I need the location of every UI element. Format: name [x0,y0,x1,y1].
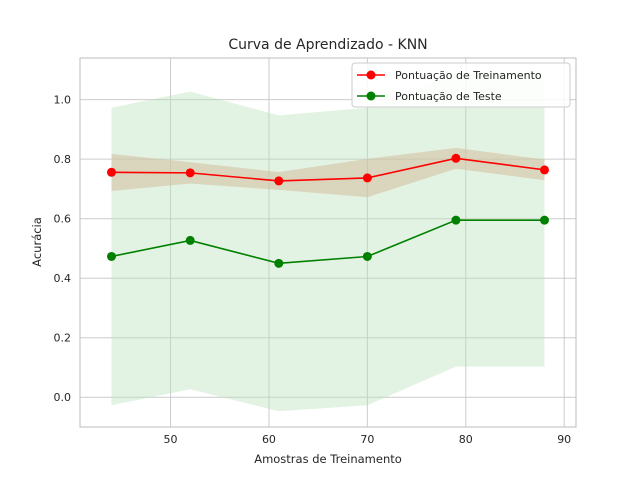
y-axis-label: Acurácia [30,217,44,267]
data-point-train [540,165,550,175]
x-tick-label: 70 [360,433,374,446]
y-tick-label: 0.0 [54,391,72,404]
data-point-test [106,251,116,261]
legend-marker-test [366,91,376,101]
legend: Pontuação de Treinamento Pontuação de Te… [351,62,571,108]
series-line-test [111,219,545,265]
band-test [111,73,545,412]
series-line-train [111,157,545,182]
x-tick-label: 80 [459,433,473,446]
data-point-train [451,153,461,163]
legend-box [351,62,571,108]
y-tick-label: 0.6 [54,213,72,226]
plot-frame [79,57,577,428]
data-point-test [451,215,461,225]
chart-title: Curva de Aprendizado - KNN [228,37,427,53]
legend-marker-train [366,70,376,80]
data-point-train [185,168,195,178]
x-axis-label: Amostras de Treinamento [254,452,402,466]
plot-area [80,58,576,427]
data-point-train [106,167,116,177]
data-point-test [362,251,372,261]
y-tick-label: 0.4 [54,272,72,285]
band-train [111,147,545,198]
data-point-test [185,235,195,245]
y-tick-labels: 0.0 0.2 0.4 0.6 0.8 1.0 [54,94,72,405]
data-point-train [362,173,372,183]
legend-label-test: Pontuação de Teste [395,90,502,103]
y-tick-label: 1.0 [54,94,72,107]
confidence-bands [111,73,545,412]
x-tick-label: 50 [164,433,178,446]
data-point-train [274,176,284,186]
x-tick-label: 90 [557,433,571,446]
data-point-test [274,258,284,268]
series-lines [111,157,545,265]
legend-label-train: Pontuação de Treinamento [395,69,542,82]
x-tick-labels: 50 60 70 80 90 [164,433,572,446]
series-markers [106,153,550,268]
x-tick-label: 60 [262,433,276,446]
y-tick-label: 0.8 [54,153,72,166]
data-point-test [540,215,550,225]
y-tick-label: 0.2 [54,332,72,345]
